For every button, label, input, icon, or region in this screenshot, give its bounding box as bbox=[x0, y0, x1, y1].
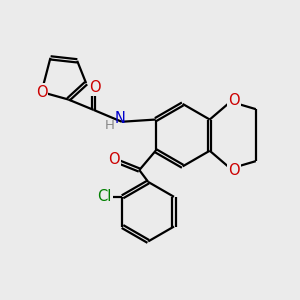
Text: Cl: Cl bbox=[98, 189, 112, 204]
Text: H: H bbox=[104, 119, 114, 132]
Text: O: O bbox=[36, 85, 47, 100]
Text: O: O bbox=[89, 80, 101, 95]
Text: O: O bbox=[228, 163, 240, 178]
Text: N: N bbox=[115, 111, 126, 126]
Text: O: O bbox=[228, 93, 240, 108]
Text: O: O bbox=[108, 152, 120, 167]
